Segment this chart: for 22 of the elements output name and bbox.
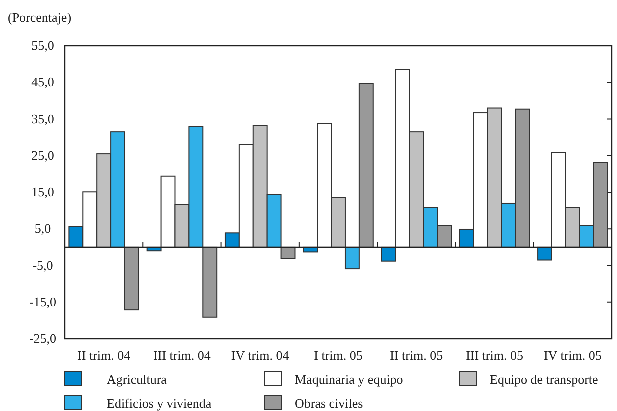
y-tick-label: 25,0 [32,148,54,163]
legend-label: Maquinaria y equipo [295,372,404,387]
x-tick-label: IV trim. 04 [231,348,290,363]
x-tick-label: II trim. 05 [390,348,444,363]
y-tick-label: 55,0 [32,38,54,53]
legend-label: Agricultura [107,372,168,387]
x-tick-label: IV trim. 05 [544,348,602,363]
x-tick-label: I trim. 05 [314,348,363,363]
legend-label: Edificios y vivienda [107,396,212,411]
x-tick-label: III trim. 04 [154,348,212,363]
y-tick-label: -15,0 [29,294,57,310]
y-tick-label: 5,0 [34,221,52,236]
y-tick-label: -25,0 [29,331,57,346]
y-tick-label: 45,0 [32,74,54,90]
x-tick-label: II trim. 04 [78,348,132,363]
y-tick-label: 35,0 [32,111,54,126]
legend-label: Obras civiles [295,396,364,411]
legend-label: Equipo de transporte [490,372,599,387]
y-tick-label: 15,0 [32,184,54,200]
y-tick-label: -5,0 [32,258,54,273]
y-axis-title: (Porcentaje) [8,10,72,25]
x-tick-label: III trim. 05 [466,348,524,363]
